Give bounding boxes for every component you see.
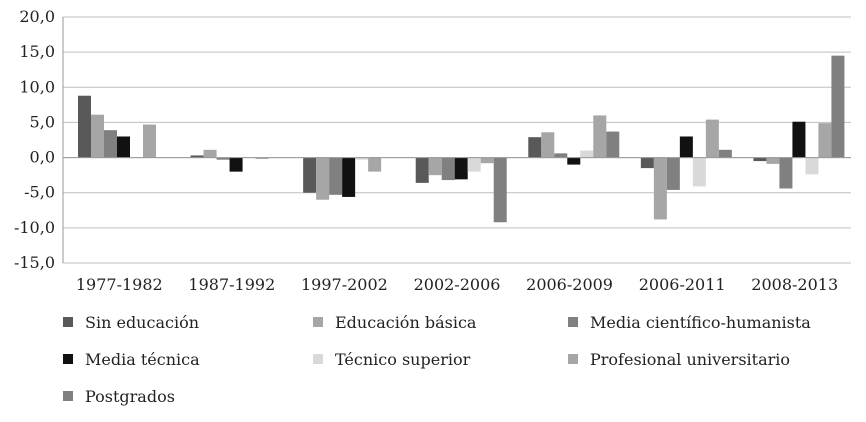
y-tick-label: -15,0 [14,253,55,272]
legend-label: Media científico-humanista [590,313,811,332]
bar [203,149,217,158]
bar [554,153,568,158]
y-tick-label: -5,0 [24,183,55,202]
x-tick-label: 2006-2011 [639,275,726,294]
bar [415,157,429,183]
bar [718,149,732,158]
bar [666,157,680,190]
x-tick-label: 2002-2006 [414,275,501,294]
bar [441,157,455,181]
bar [316,157,330,200]
bar [303,157,317,193]
bar [692,157,706,187]
legend-label: Postgrados [85,387,175,406]
bar [368,157,382,172]
bar [541,132,555,158]
legend-swatch [568,317,578,327]
x-tick-label: 1987-1992 [188,275,275,294]
bar [428,157,442,176]
bar [216,157,230,160]
bar [467,157,481,172]
bar [831,55,845,158]
bar [766,157,780,164]
bar [190,155,204,158]
legend-swatch [568,354,578,364]
y-tick-label: -10,0 [14,218,55,237]
bar [567,157,581,165]
bar [805,157,819,175]
bar [528,137,542,158]
bar [818,123,832,158]
y-tick-label: 10,0 [19,77,55,96]
x-tick-label: 1977-1982 [76,275,163,294]
bar [255,157,269,159]
bar [355,157,369,160]
y-tick-label: 5,0 [30,112,55,131]
bar [606,131,620,158]
y-tick-label: 15,0 [19,42,55,61]
bar [329,157,343,195]
bar [679,136,693,158]
bar [593,115,607,158]
legend-label: Técnico superior [335,350,471,369]
x-tick-label: 2008-2013 [751,275,838,294]
bar [342,157,356,197]
legend-label: Media técnica [85,350,200,369]
y-tick-label: 20,0 [19,7,55,26]
bar [91,114,104,158]
bar [229,157,243,172]
bar [640,157,654,169]
legend-swatch [63,317,73,327]
bar [78,95,91,158]
bar [653,157,667,220]
legend-label: Sin educación [85,313,199,332]
bar [493,157,507,223]
bar [705,119,719,158]
bar [792,121,806,158]
bar [143,124,156,158]
x-tick-label: 1997-2002 [301,275,388,294]
x-tick-label: 2006-2009 [526,275,613,294]
legend-swatch [313,354,323,364]
bar [779,157,793,189]
bar [117,136,130,158]
y-tick-label: 0,0 [30,148,55,167]
legend-swatch [63,391,73,401]
legend-label: Educación básica [335,313,477,332]
legend-swatch [313,317,323,327]
bar [580,150,594,158]
legend-label: Profesional universitario [590,350,790,369]
legend-swatch [63,354,73,364]
bar [454,157,468,180]
bar [104,130,117,158]
bar [753,157,767,162]
bar [480,157,494,164]
